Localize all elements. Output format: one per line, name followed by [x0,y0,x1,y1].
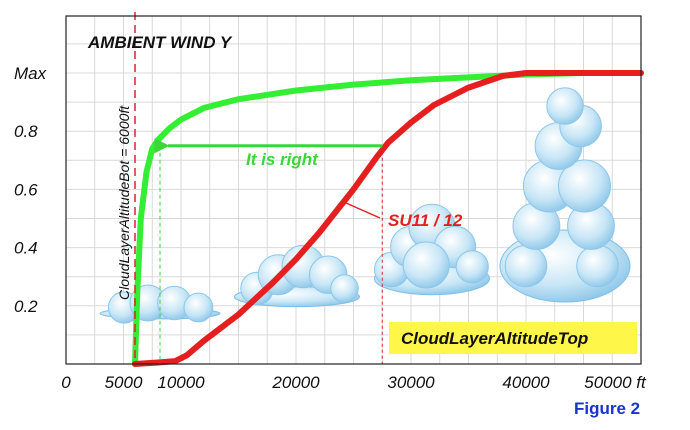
arrow-label: It is right [246,150,319,169]
cloud-base-label: CloudLayerAltitudeBot = 6000ft [116,105,132,300]
chart-title: AMBIENT WIND Y [87,33,233,52]
x-tick-label: 30000 [387,373,435,392]
y-tick-label: 0.2 [14,297,38,316]
cloud-large [374,203,490,296]
cloud-puff [455,250,489,284]
y-tick-label: 0.6 [14,180,38,199]
series-layer [132,70,644,367]
axes: 0.2 0.4 0.6 0.8 Max 0 5000 10000 20000 30000 40000… [14,15,647,392]
x-tick-label: 50000 ft [584,373,647,392]
cloud-illustrations [99,87,631,324]
x-tick-label: 5000 [105,373,143,392]
series-label: SU11 / 12 [388,211,463,230]
y-tick-label: 0.4 [14,239,38,258]
cloud-puff [402,241,450,289]
series-label-leader [345,202,381,219]
x-tick-label: 10000 [157,373,205,392]
x-tick-label: 0 [61,373,71,392]
figure-label: Figure 2 [574,399,640,418]
cloud-puff [330,274,359,303]
x-tick-label: 20000 [271,373,320,392]
cloud-puff [576,244,619,288]
cloud-puff [183,292,214,323]
series-line-red [132,70,644,367]
series-line-green [132,70,644,367]
cloud-puff [558,159,611,213]
y-tick-label: Max [14,64,47,83]
cloud-medium [234,244,360,308]
cloud-tall [499,87,631,303]
cloud-top-label-box [389,322,637,354]
cloud-puff [504,244,548,288]
y-tick-label: 0.8 [14,122,38,141]
annotation-layer: CloudLayerAltitudeBot = 6000ft It is righ… [116,12,637,364]
x-tick-label: 40000 [502,373,550,392]
cloud-top-label: CloudLayerAltitudeTop [401,329,588,348]
cloud-puff [546,87,584,125]
plot-frame [65,15,642,365]
